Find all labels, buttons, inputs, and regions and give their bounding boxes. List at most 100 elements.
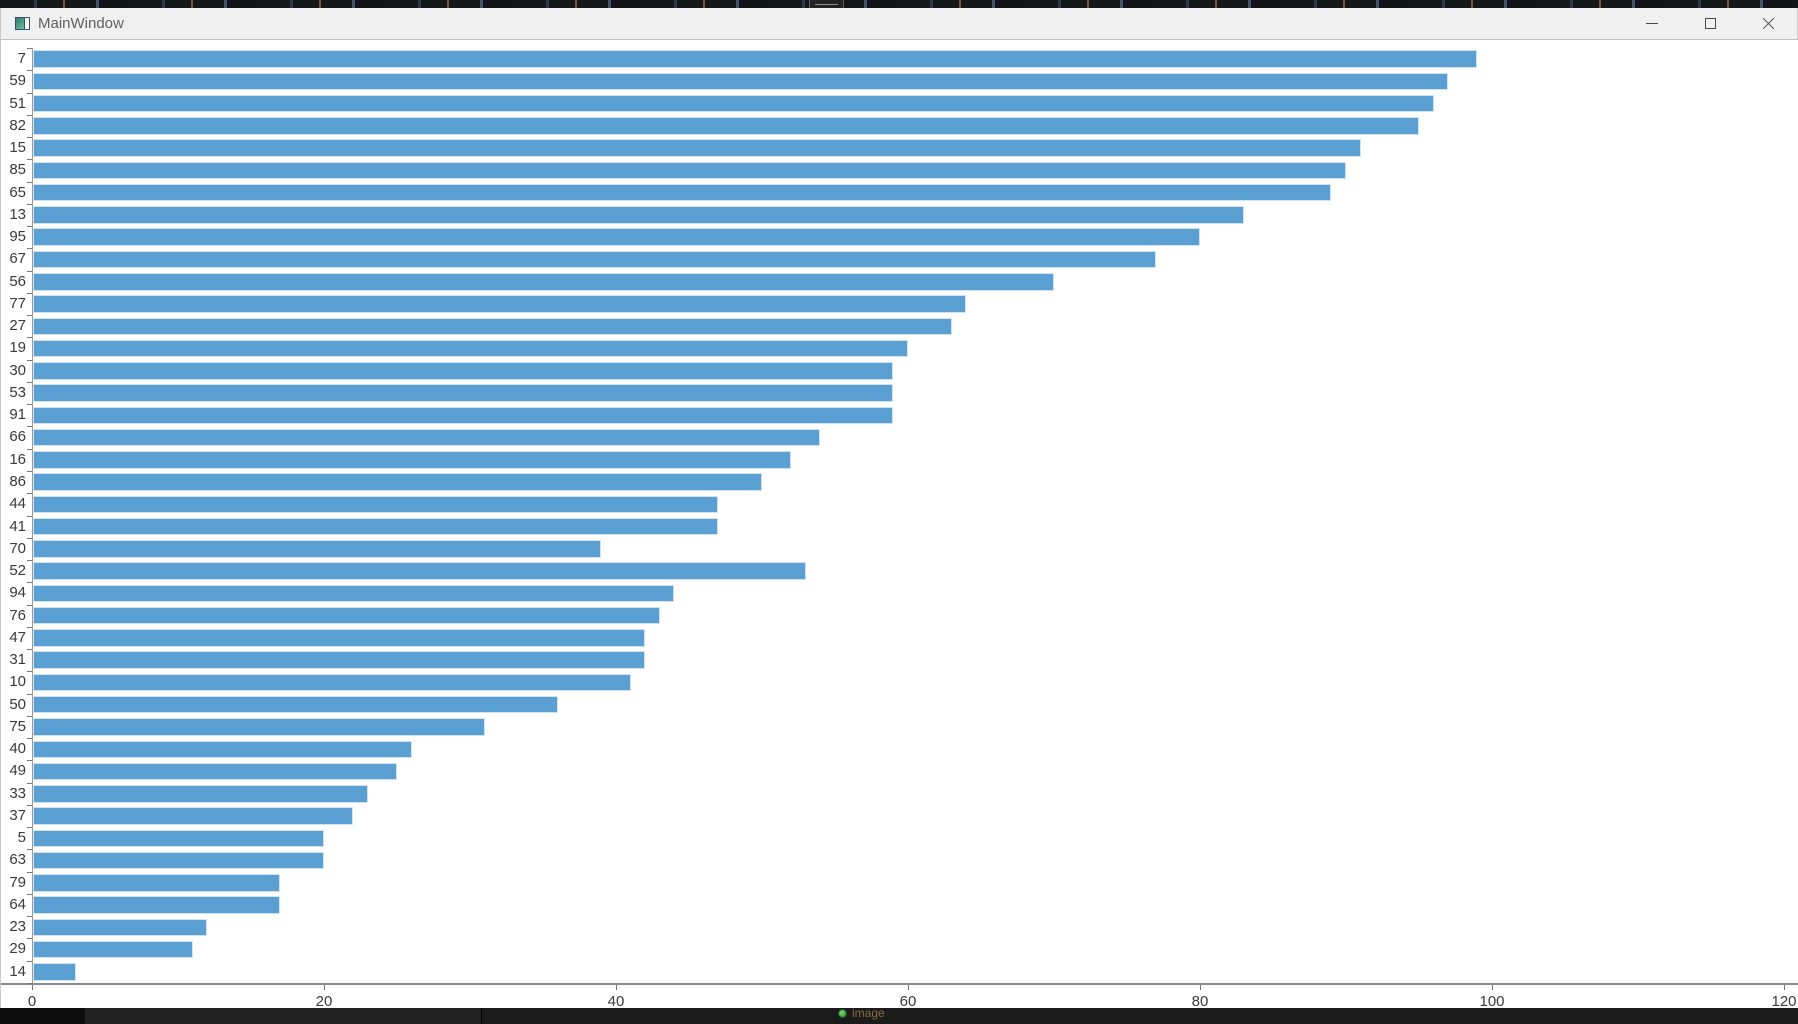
y-axis-label: 86	[9, 472, 26, 490]
y-axis-label: 85	[9, 161, 26, 179]
window-controls	[1623, 8, 1797, 39]
background-taskbar: image	[0, 1008, 1798, 1024]
y-axis-tick	[27, 404, 32, 405]
y-axis-label: 44	[9, 495, 26, 513]
y-axis-tick	[27, 805, 32, 806]
y-axis-tick	[27, 337, 32, 338]
bar	[33, 406, 894, 425]
bar	[33, 362, 894, 380]
y-axis-tick	[27, 315, 32, 316]
y-axis-label: 16	[9, 450, 26, 468]
bar	[33, 273, 1054, 291]
y-axis-tick	[27, 204, 32, 205]
bar	[33, 517, 719, 536]
bar	[33, 606, 660, 625]
y-axis-label: 59	[9, 72, 26, 90]
title-bar[interactable]: MainWindow	[1, 8, 1797, 40]
y-axis-tick	[27, 360, 32, 361]
bar	[33, 495, 719, 514]
y-axis-tick	[27, 449, 32, 450]
horizontal-bar-chart: 7 59 51 82 15 85 65 13 95 67 56 77 27 19 30 53 91 66 16 86 4…	[1, 40, 1798, 1010]
bar	[33, 161, 1346, 180]
y-axis-tick	[27, 426, 32, 427]
y-axis-label: 41	[9, 517, 26, 535]
y-axis-tick	[27, 137, 32, 138]
y-axis-label: 30	[9, 361, 26, 379]
bar	[33, 206, 1244, 224]
y-axis-label: 14	[9, 962, 26, 980]
y-axis-label: 52	[9, 562, 26, 580]
y-axis-label: 27	[9, 317, 26, 335]
taskbar-segment	[483, 1008, 1798, 1024]
bar	[33, 807, 354, 825]
x-axis-tick	[908, 985, 909, 990]
y-axis-label: 79	[9, 873, 26, 891]
close-button[interactable]	[1739, 8, 1797, 39]
bar	[33, 117, 1419, 135]
x-axis-tick	[1492, 985, 1493, 990]
y-axis-tick	[27, 182, 32, 183]
bar	[33, 183, 1332, 202]
y-axis-tick	[27, 738, 32, 739]
y-axis-tick	[27, 293, 32, 294]
minimize-icon	[1646, 23, 1658, 24]
bar	[33, 473, 762, 491]
bar	[33, 428, 821, 447]
bar	[33, 295, 967, 313]
y-axis-tick	[27, 760, 32, 761]
maximize-button[interactable]	[1681, 8, 1739, 39]
x-axis-tick	[324, 985, 325, 990]
y-axis-tick	[27, 894, 32, 895]
y-axis-tick	[27, 471, 32, 472]
y-axis-label: 40	[9, 740, 26, 758]
y-axis-label: 15	[9, 139, 26, 157]
y-axis-tick	[27, 516, 32, 517]
y-axis-label: 7	[17, 50, 26, 67]
y-axis-label: 31	[9, 651, 26, 669]
y-axis-tick	[27, 938, 32, 939]
bar	[33, 228, 1200, 246]
bar	[33, 139, 1361, 157]
y-axis-tick	[27, 226, 32, 227]
bar	[33, 963, 76, 981]
y-axis-tick	[27, 48, 32, 49]
status-dot-icon	[838, 1008, 847, 1018]
y-axis-label: 10	[9, 673, 26, 691]
y-axis-tick	[27, 983, 32, 984]
bar	[33, 584, 675, 603]
y-axis-tick	[27, 560, 32, 561]
y-axis-tick	[27, 582, 32, 583]
bar	[33, 629, 646, 647]
y-axis-label: 56	[9, 272, 26, 290]
bar	[33, 50, 1478, 68]
y-axis-tick	[27, 605, 32, 606]
x-axis-label: 40	[607, 993, 625, 1010]
y-axis-label: 77	[9, 294, 26, 312]
y-axis-tick	[27, 916, 32, 917]
bar	[33, 339, 908, 358]
x-axis-label: 100	[1479, 993, 1505, 1010]
taskbar-segment	[0, 1008, 85, 1024]
y-axis-label: 13	[9, 205, 26, 223]
bar	[33, 718, 485, 736]
y-axis-label: 67	[9, 250, 26, 268]
x-axis-tick	[32, 985, 33, 990]
window-client-area: 7 59 51 82 15 85 65 13 95 67 56 77 27 19 30 53 91 66 16 86 4…	[1, 40, 1798, 1010]
y-axis-label: 66	[9, 428, 26, 446]
minimize-button[interactable]	[1623, 8, 1681, 39]
bar	[33, 451, 792, 469]
y-axis-label: 29	[9, 940, 26, 958]
y-axis-tick	[27, 93, 32, 94]
y-axis-tick	[27, 961, 32, 962]
y-axis-label: 37	[9, 806, 26, 824]
bar	[33, 940, 193, 959]
taskbar-status-label: image	[852, 1008, 885, 1020]
y-axis-label: 65	[9, 183, 26, 201]
y-axis-label: 50	[9, 695, 26, 713]
y-axis-label: 49	[9, 762, 26, 780]
y-axis-label: 63	[9, 851, 26, 869]
y-axis-tick	[27, 159, 32, 160]
y-axis-tick	[27, 849, 32, 850]
y-axis-tick	[27, 827, 32, 828]
x-axis-tick	[1200, 985, 1201, 990]
